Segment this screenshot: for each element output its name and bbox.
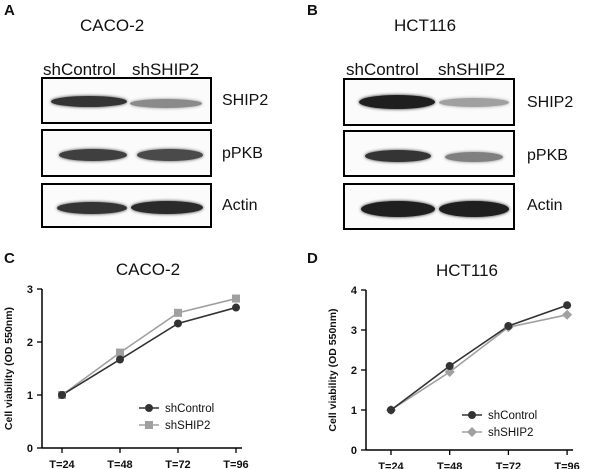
- y-axis-label: Cell viability (OD 550nm): [327, 308, 339, 431]
- series-line: [390, 304, 568, 411]
- data-point: [504, 322, 513, 330]
- panel-a-blot-actin: [41, 183, 212, 228]
- band-control: [361, 201, 435, 217]
- data-point: [444, 367, 455, 377]
- y-tick-label: 4: [351, 285, 358, 297]
- panel-b-lane-knockdown: shSHIP2: [438, 60, 506, 79]
- band-knockdown: [130, 99, 202, 108]
- legend-label: shControl: [488, 410, 537, 422]
- data-point: [174, 308, 182, 317]
- panel-a-blot-label-actin: Actin: [222, 197, 258, 214]
- panel-b-blot-label-ship2: SHIP2: [527, 94, 574, 111]
- data-point: [116, 348, 124, 357]
- x-tick-label: T=96: [554, 461, 579, 469]
- legend-label: shSHIP2: [165, 420, 210, 432]
- series-line: [61, 306, 237, 396]
- legend-marker: [145, 421, 153, 429]
- legend-marker: [145, 404, 153, 412]
- panel-a-lane-control: shControl: [43, 60, 116, 79]
- x-tick-label: T=96: [223, 459, 248, 469]
- panel-b-blot-ppkb: [343, 130, 515, 177]
- panel-b-blot-label-ppkb: pPKB: [527, 147, 568, 164]
- panel-label-d: D: [307, 250, 318, 267]
- panel-b-blot-actin: [343, 183, 515, 230]
- data-point: [232, 303, 240, 312]
- data-point: [58, 391, 66, 399]
- panel-a-title: CACO-2: [80, 16, 145, 35]
- x-tick-label: T=48: [107, 459, 132, 469]
- band-knockdown: [439, 201, 509, 217]
- panel-label-a: A: [4, 2, 15, 19]
- data-point: [387, 406, 395, 414]
- band-control: [59, 149, 127, 161]
- x-tick-label: T=72: [496, 461, 521, 469]
- panel-label-b: B: [307, 2, 318, 19]
- data-point: [116, 355, 124, 364]
- panel-b-blot-label-actin: Actin: [527, 197, 563, 214]
- data-point: [563, 301, 572, 310]
- panel-b-lane-control: shControl: [346, 60, 419, 79]
- y-tick-label: 2: [27, 337, 33, 349]
- chart-title: HCT116: [436, 261, 498, 280]
- panel-b-title: HCT116: [394, 16, 457, 35]
- panel-a-lane-knockdown: shSHIP2: [132, 60, 200, 79]
- band-control: [359, 95, 435, 109]
- data-point: [562, 309, 573, 320]
- data-point: [445, 362, 454, 370]
- y-tick-label: 0: [351, 445, 357, 457]
- panel-a-blot-label-ppkb: pPKB: [222, 145, 263, 162]
- panel-a-blot-label-ship2: SHIP2: [222, 92, 269, 109]
- x-tick-label: T=72: [165, 459, 190, 469]
- y-tick-label: 2: [351, 365, 357, 377]
- panel-b-blot-ship2: [343, 78, 515, 126]
- band-control: [57, 202, 127, 214]
- legend-label: shSHIP2: [488, 427, 533, 439]
- x-tick-label: T=24: [49, 459, 75, 469]
- y-tick-label: 3: [27, 284, 33, 296]
- band-knockdown: [445, 152, 503, 162]
- y-tick-label: 1: [27, 390, 33, 402]
- band-knockdown: [137, 149, 203, 161]
- legend-label: shControl: [165, 403, 214, 415]
- data-point: [232, 294, 240, 303]
- chart-title: CACO-2: [116, 260, 180, 279]
- band-knockdown: [131, 201, 203, 214]
- series-line: [390, 314, 568, 411]
- band-knockdown: [439, 98, 509, 107]
- panel-a-blot-ship2: [41, 77, 212, 124]
- series-line: [61, 297, 237, 396]
- x-tick-label: T=24: [378, 461, 404, 469]
- legend-marker: [468, 411, 476, 419]
- panel-label-c: C: [4, 250, 15, 267]
- y-axis-label: Cell viability (OD 550nm): [3, 307, 15, 430]
- y-tick-label: 0: [27, 443, 33, 455]
- panel-a-blot-ppkb: [41, 129, 212, 177]
- legend-marker: [467, 427, 477, 437]
- y-tick-label: 3: [351, 325, 357, 337]
- data-point: [174, 319, 182, 328]
- band-control: [365, 150, 431, 162]
- x-tick-label: T=48: [437, 461, 462, 469]
- y-tick-label: 1: [351, 405, 357, 417]
- band-control: [51, 96, 127, 107]
